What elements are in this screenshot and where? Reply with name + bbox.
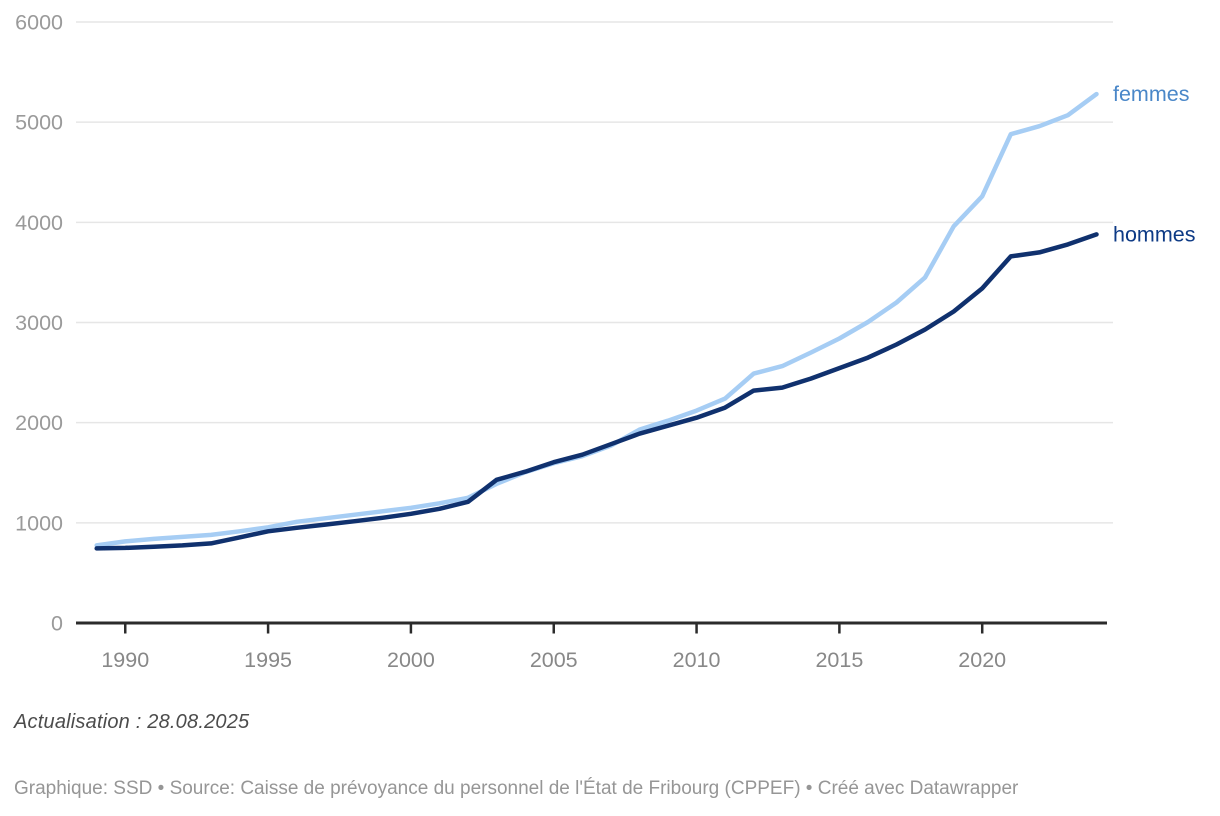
y-tick-label: 2000 (15, 411, 63, 435)
y-tick-label: 5000 (15, 111, 63, 135)
series-line-femmes (94, 91, 1099, 548)
x-tick-label: 2005 (530, 648, 578, 672)
series-label-femmes: femmes (1113, 82, 1189, 106)
y-tick-label: 3000 (15, 311, 63, 335)
x-tick-label: 2020 (958, 648, 1006, 672)
credit-line: Graphique: SSD • Source: Caisse de prévo… (14, 778, 1019, 799)
x-tick-label: 1990 (101, 648, 149, 672)
x-tick-label: 2000 (387, 648, 435, 672)
line-chart: 0 1000 2000 3000 4000 5000 6000 1990 1995 2000 200… (15, 11, 1195, 673)
y-tick-label: 0 (51, 612, 63, 636)
y-tick-label: 1000 (15, 511, 63, 535)
series-label-hommes: hommes (1113, 222, 1195, 246)
y-tick-label: 6000 (15, 11, 63, 35)
x-tick-label: 2010 (673, 648, 721, 672)
y-tick-label: 4000 (15, 211, 63, 235)
x-tick-label: 2015 (815, 648, 863, 672)
update-note: Actualisation : 28.08.2025 (14, 711, 250, 733)
x-tick-label: 1995 (244, 648, 292, 672)
series-line-hommes (94, 232, 1099, 551)
